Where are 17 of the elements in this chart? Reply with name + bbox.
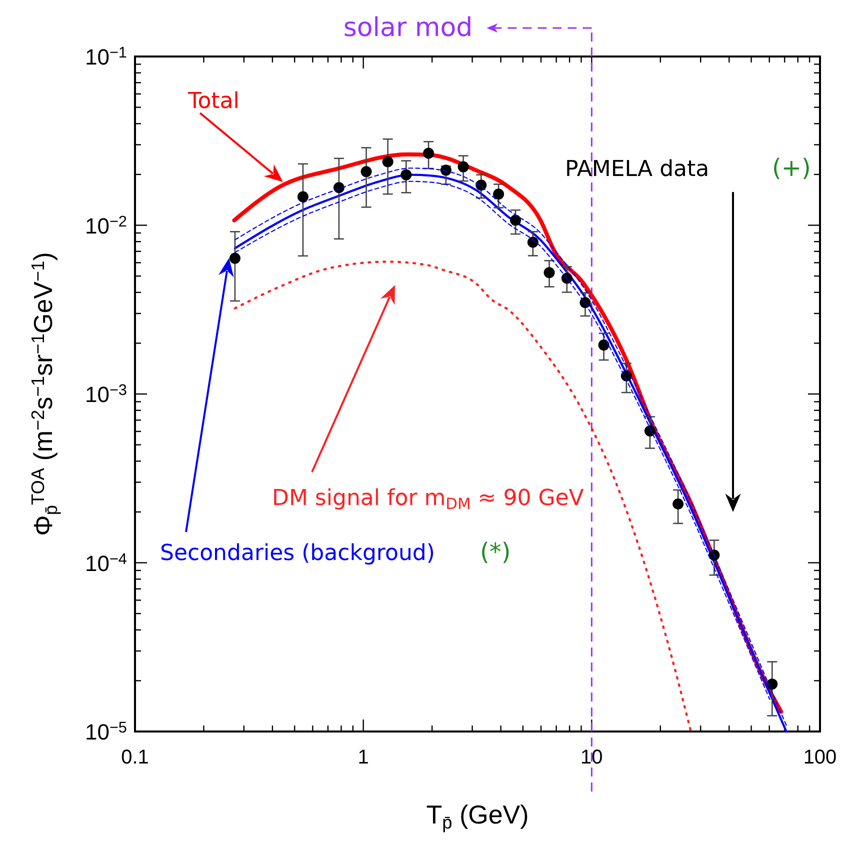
x-axis-title: T$_{p̄}$ (GeV)	[426, 800, 529, 832]
ref-line-label: solar mod	[343, 13, 473, 43]
text: PAMELA data	[565, 157, 710, 182]
x-tick-label: 100	[803, 746, 837, 768]
y-tick-label: 10$^{−2}$	[84, 213, 127, 238]
annotation: (*)	[480, 538, 511, 566]
x-tick-label: 10	[580, 746, 603, 768]
x-tick-label: 1	[358, 746, 369, 768]
text: Secondaries (backgroud)	[160, 541, 435, 566]
y-tick-label: 10$^{−1}$	[84, 44, 127, 70]
annotation: (+)	[772, 154, 811, 182]
y-tick-label: 10$^{−5}$	[84, 720, 127, 744]
x-tick-label: 0.1	[121, 746, 149, 768]
y-tick-label: 10$^{−4}$	[84, 550, 128, 576]
y-tick-label: 10$^{−3}$	[84, 382, 127, 407]
text: Total	[187, 89, 240, 114]
series-label: DM signal for m$_{DM}$ ≈ 90 GeV	[272, 486, 584, 513]
